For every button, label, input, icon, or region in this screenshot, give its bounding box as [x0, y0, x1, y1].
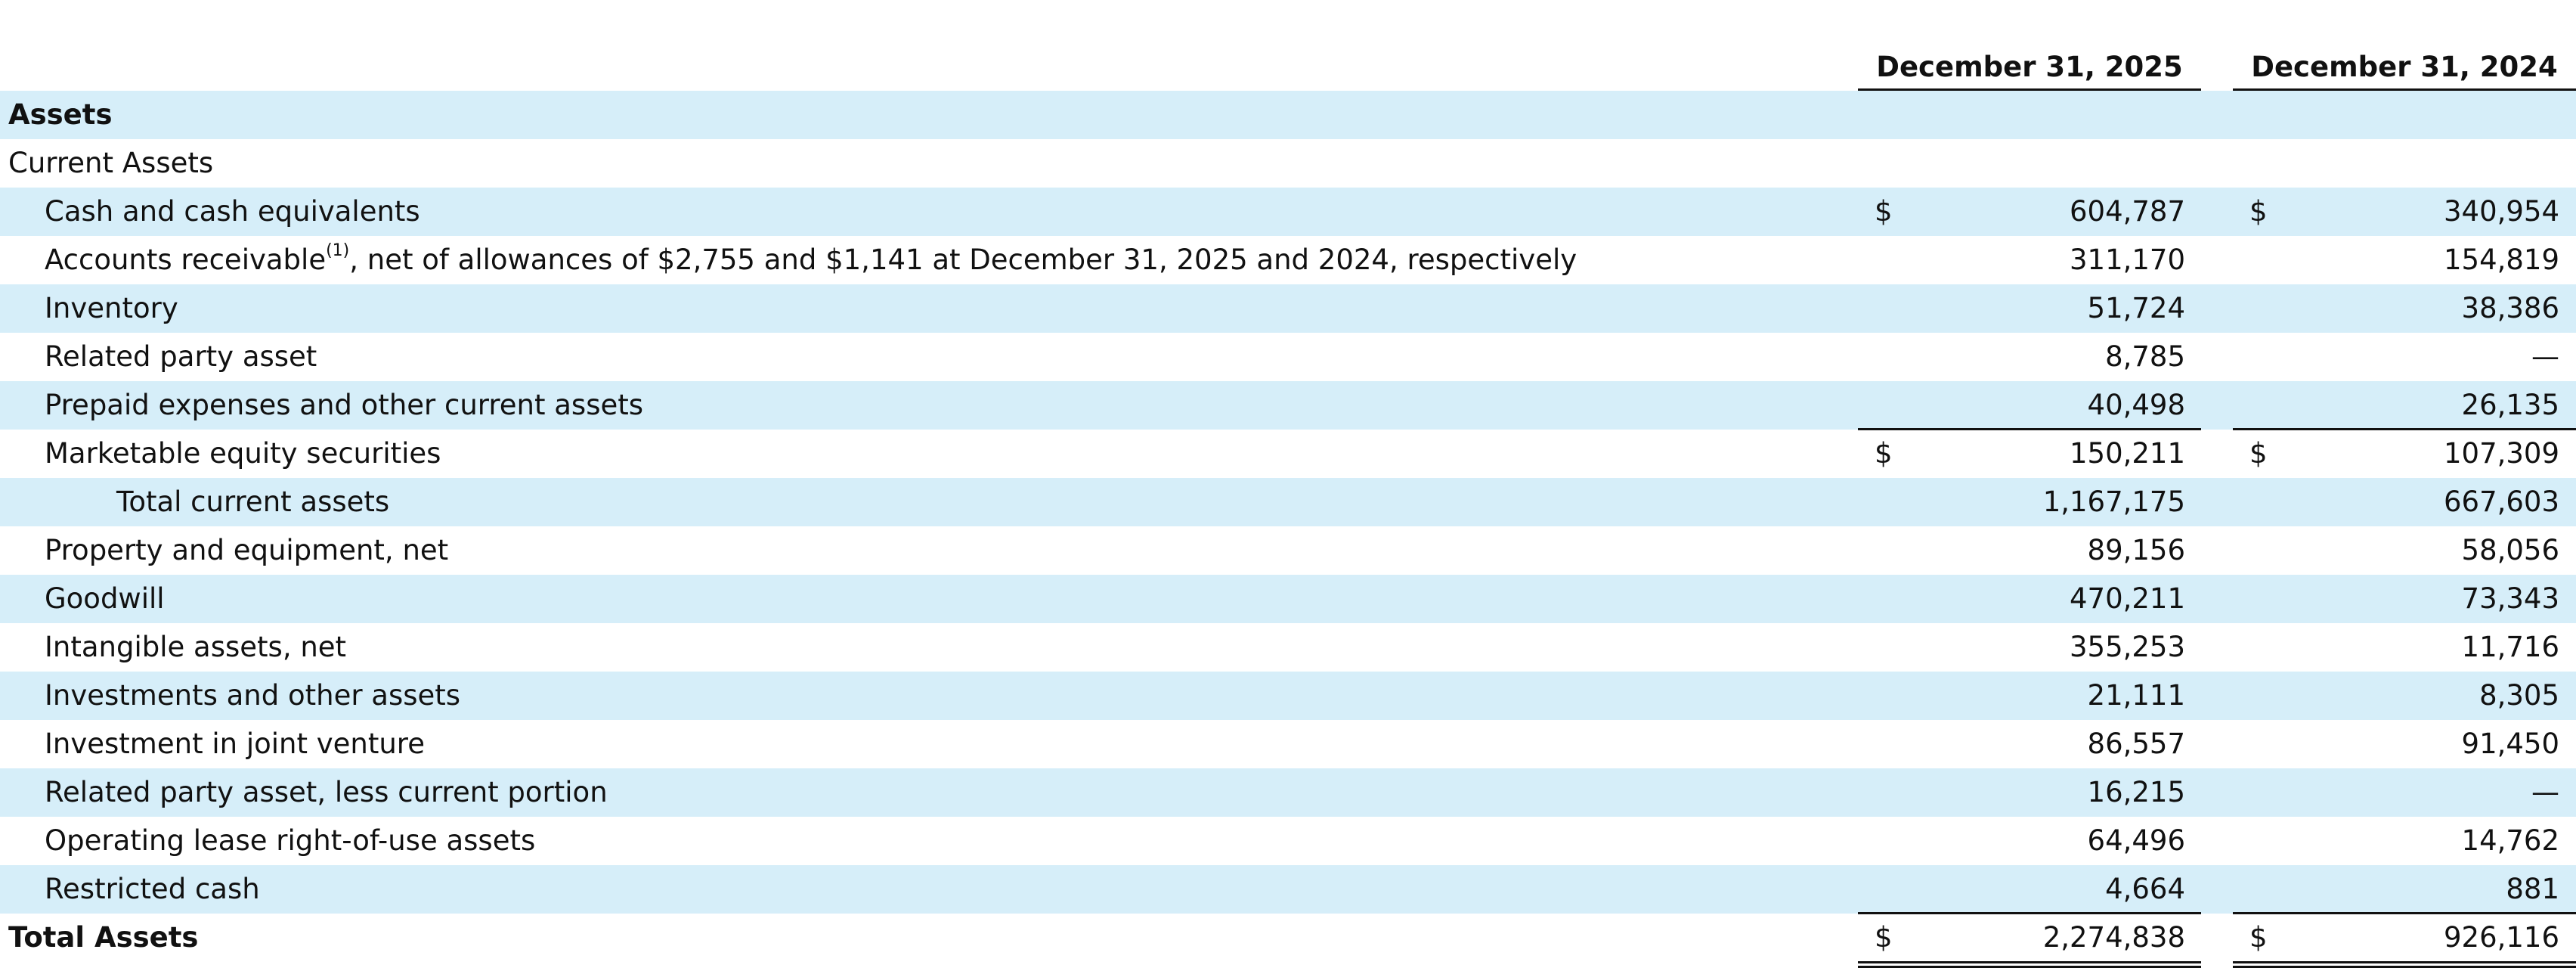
- subtotal-rule: [2233, 912, 2576, 914]
- row-stripe: [0, 768, 2576, 817]
- cell-value: 11,716: [2461, 631, 2559, 663]
- label-text: Investment in joint venture: [45, 728, 425, 760]
- row-stripe: [0, 865, 2576, 914]
- cell-value: —: [2531, 340, 2559, 373]
- column-header: December 31, 2024: [2251, 51, 2558, 83]
- row-label: Total current assets: [116, 478, 389, 526]
- cell-value: 16,215: [2087, 776, 2185, 808]
- label-text: Intangible assets, net: [45, 631, 347, 663]
- header-rule: [1858, 88, 2201, 91]
- cell-value: 86,557: [2087, 728, 2185, 760]
- cell-value: 40,498: [2087, 389, 2185, 421]
- total-rule: [1858, 961, 2201, 963]
- total-rule: [2233, 966, 2576, 968]
- label-text: Cash and cash equivalents: [45, 195, 420, 228]
- row-label: Intangible assets, net: [45, 623, 346, 672]
- row-label: Current Assets: [8, 139, 213, 188]
- label-text: Accounts receivable: [45, 244, 327, 276]
- row-stripe: [0, 575, 2576, 623]
- label-text: Total current assets: [116, 486, 390, 518]
- cell-value: 2,274,838: [2042, 921, 2185, 954]
- label-text: , net of allowances of $2,755 and $1,141…: [349, 244, 1577, 276]
- row-label: Prepaid expenses and other current asset…: [45, 381, 643, 430]
- cell-value: 355,253: [2069, 631, 2185, 663]
- subtotal-rule: [1858, 428, 2201, 430]
- label-text: Related party asset: [45, 340, 317, 373]
- cell-value: 154,819: [2443, 244, 2559, 276]
- cell-value: 58,056: [2461, 534, 2559, 566]
- cell-value: 89,156: [2087, 534, 2185, 566]
- row-label: Property and equipment, net: [45, 526, 448, 575]
- cell-value: 311,170: [2069, 244, 2185, 276]
- row-label: Restricted cash: [45, 865, 260, 914]
- currency-sign: $: [1875, 195, 1893, 228]
- label-text: Inventory: [45, 292, 178, 324]
- row-stripe: [0, 188, 2576, 236]
- cell-value: 21,111: [2087, 679, 2185, 712]
- cell-value: 26,135: [2461, 389, 2559, 421]
- row-label: Total Assets: [8, 914, 198, 962]
- cell-value: 340,954: [2443, 195, 2559, 228]
- row-stripe: [0, 284, 2576, 333]
- cell-value: 107,309: [2443, 437, 2559, 470]
- cell-value: 73,343: [2461, 582, 2559, 615]
- row-label: Inventory: [45, 284, 178, 333]
- footnote-marker: (1): [326, 241, 350, 260]
- row-label: Goodwill: [45, 575, 165, 623]
- label-text: Goodwill: [45, 582, 165, 615]
- row-label: Related party asset, less current portio…: [45, 768, 608, 817]
- currency-sign: $: [1875, 921, 1893, 954]
- label-text: Restricted cash: [45, 873, 260, 905]
- header-rule: [2233, 88, 2576, 91]
- label-text: Property and equipment, net: [45, 534, 449, 566]
- cell-value: 91,450: [2461, 728, 2559, 760]
- cell-value: 8,785: [2105, 340, 2185, 373]
- cell-value: 881: [2506, 873, 2559, 905]
- row-label: Related party asset: [45, 333, 317, 381]
- cell-value: —: [2531, 776, 2559, 808]
- label-text: Assets: [8, 98, 113, 131]
- cell-value: 667,603: [2443, 486, 2559, 518]
- cell-value: 51,724: [2087, 292, 2185, 324]
- label-text: Marketable equity securities: [45, 437, 441, 470]
- label-text: Operating lease right-of-use assets: [45, 824, 536, 857]
- row-stripe: [0, 381, 2576, 430]
- label-text: Current Assets: [8, 147, 214, 179]
- cell-value: 604,787: [2069, 195, 2185, 228]
- label-text: Related party asset, less current portio…: [45, 776, 608, 808]
- row-label: Assets: [8, 91, 113, 139]
- total-rule: [1858, 966, 2201, 968]
- row-label: Investments and other assets: [45, 672, 460, 720]
- currency-sign: $: [2249, 195, 2268, 228]
- label-text: Investments and other assets: [45, 679, 461, 712]
- row-stripe: [0, 478, 2576, 526]
- label-text: Prepaid expenses and other current asset…: [45, 389, 644, 421]
- row-label: Marketable equity securities: [45, 430, 441, 478]
- cell-value: 1,167,175: [2042, 486, 2185, 518]
- cell-value: 4,664: [2105, 873, 2185, 905]
- row-label: Operating lease right-of-use assets: [45, 817, 535, 865]
- row-stripe: [0, 91, 2576, 139]
- row-label: Investment in joint venture: [45, 720, 425, 768]
- cell-value: 150,211: [2069, 437, 2185, 470]
- currency-sign: $: [2249, 437, 2268, 470]
- total-rule: [2233, 961, 2576, 963]
- subtotal-rule: [2233, 428, 2576, 430]
- cell-value: 38,386: [2461, 292, 2559, 324]
- row-stripe: [0, 672, 2576, 720]
- currency-sign: $: [2249, 921, 2268, 954]
- subtotal-rule: [1858, 912, 2201, 914]
- cell-value: 470,211: [2069, 582, 2185, 615]
- cell-value: 14,762: [2461, 824, 2559, 857]
- cell-value: 926,116: [2443, 921, 2559, 954]
- row-label: Accounts receivable(1), net of allowance…: [45, 236, 1577, 284]
- label-text: Total Assets: [8, 921, 199, 954]
- currency-sign: $: [1875, 437, 1893, 470]
- cell-value: 8,305: [2479, 679, 2559, 712]
- cell-value: 64,496: [2087, 824, 2185, 857]
- row-label: Cash and cash equivalents: [45, 188, 420, 236]
- column-header: December 31, 2025: [1876, 51, 2183, 83]
